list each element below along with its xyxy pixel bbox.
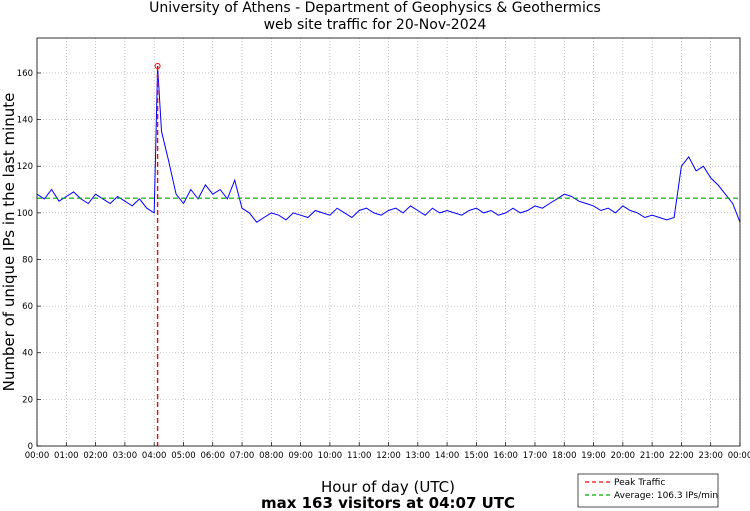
x-tick-label: 05:00 (171, 451, 196, 461)
legend-box (577, 473, 719, 508)
y-tick-label: 140 (17, 116, 33, 126)
x-tick-label: 00:00 (728, 451, 750, 461)
legend: Peak Traffic Average: 106.3 IPs/min (577, 473, 719, 508)
x-tick-label: 10:00 (318, 451, 343, 461)
x-tick-label: 11:00 (347, 451, 372, 461)
x-tick-label: 09:00 (288, 451, 313, 461)
x-tick-label: 08:00 (259, 451, 284, 461)
y-tick-label: 40 (22, 349, 33, 359)
x-tick-label: 03:00 (113, 451, 138, 461)
x-tick-label: 17:00 (523, 451, 548, 461)
x-tick-label: 02:00 (83, 451, 108, 461)
x-tick-label: 06:00 (201, 451, 226, 461)
overlay-layer (37, 62, 740, 446)
y-tick-label: 80 (22, 255, 33, 265)
x-tick-label: 20:00 (611, 451, 636, 461)
x-tick-label: 00:00 (25, 451, 50, 461)
series-layer (36, 65, 741, 223)
x-tick-label: 19:00 (581, 451, 606, 461)
y-ticks: 0 20 40 60 80 100 120 140 160 (17, 69, 41, 452)
y-tick-label: 0 (28, 442, 33, 452)
x-tick-label: 07:00 (230, 451, 255, 461)
x-tick-label: 21:00 (640, 451, 665, 461)
x-tick-label: 04:00 (142, 451, 167, 461)
x-tick-label: 12:00 (376, 451, 401, 461)
x-tick-label: 14:00 (435, 451, 460, 461)
peak-marker (154, 62, 161, 69)
x-tick-label: 18:00 (552, 451, 577, 461)
y-axis-title: Number of unique IPs in the last minute (0, 93, 18, 392)
y-tick-label: 160 (17, 69, 33, 79)
y-tick-label: 120 (17, 162, 33, 172)
y-tick-label: 20 (22, 395, 33, 405)
y-tick-label: 100 (17, 209, 33, 219)
series-line (36, 65, 741, 223)
x-tick-label: 16:00 (493, 451, 518, 461)
y-tick-label: 60 (22, 302, 33, 312)
x-tick-label: 01:00 (54, 451, 79, 461)
legend-average-label: Average: 106.3 IPs/min (614, 491, 718, 501)
chart-title: University of Athens - Department of Geo… (149, 0, 601, 16)
x-ticks: 00:00 01:00 02:00 03:00 04:00 05:00 06:00 07:00… (25, 442, 750, 461)
x-tick-label: 15:00 (464, 451, 489, 461)
x-tick-label: 13:00 (406, 451, 431, 461)
x-tick-label: 22:00 (669, 451, 694, 461)
x-axis-subtitle: max 163 visitors at 04:07 UTC (261, 494, 515, 511)
chart-subtitle: web site traffic for 20-Nov-2024 (264, 17, 487, 33)
grid (36, 38, 741, 447)
legend-peak-label: Peak Traffic (614, 478, 665, 488)
x-axis-title: Hour of day (UTC) (321, 478, 455, 496)
x-tick-label: 23:00 (698, 451, 723, 461)
